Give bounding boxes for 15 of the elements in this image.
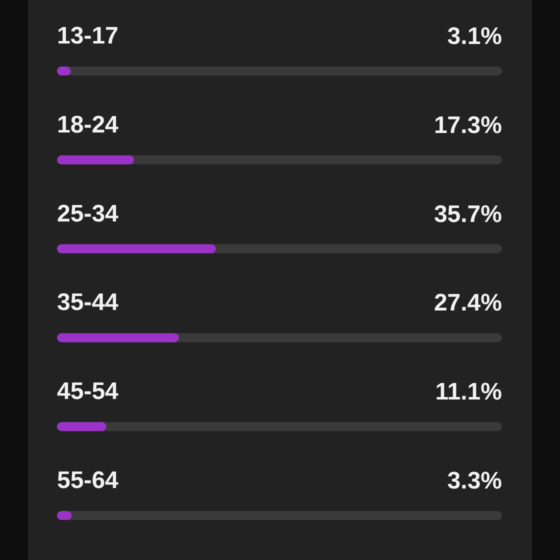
bar xyxy=(57,333,179,342)
data-label: 11.1% xyxy=(435,378,502,406)
data-label: 35.7% xyxy=(434,200,502,228)
y-tick-label: 35-44 xyxy=(57,289,120,316)
data-label: 27.4% xyxy=(434,290,502,317)
y-tick-label: 13-17 xyxy=(57,22,118,50)
bar xyxy=(57,155,134,164)
data-label: 3.3% xyxy=(447,468,502,495)
y-tick-label: 45-54 xyxy=(57,378,120,406)
data-label: 17.3% xyxy=(434,112,502,139)
y-tick-label: 25-34 xyxy=(57,200,120,228)
data-label: 3.1% xyxy=(447,22,502,50)
bar xyxy=(57,422,106,432)
y-tick-label: 55-64 xyxy=(57,467,120,494)
y-tick-label: 18-24 xyxy=(57,111,120,138)
